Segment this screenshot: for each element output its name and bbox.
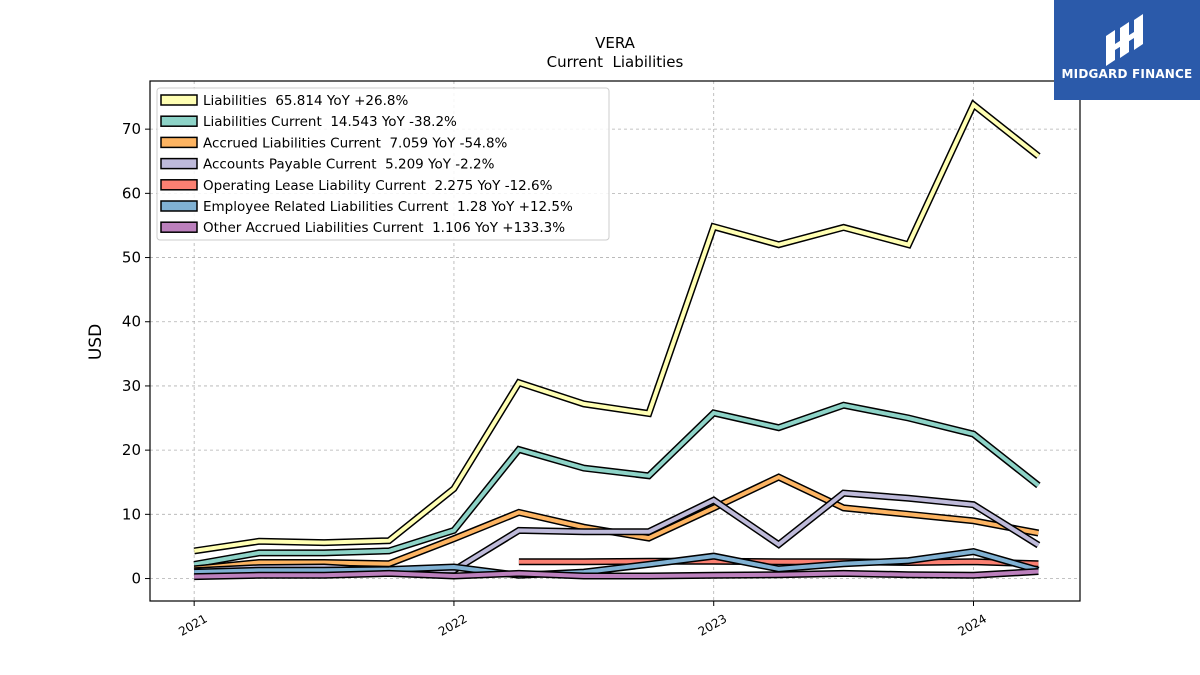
legend-label: Accounts Payable Current 5.209 YoY -2.2% xyxy=(203,157,495,173)
y-tick-label: 40 xyxy=(122,313,141,331)
legend-label: Liabilities Current 14.543 YoY -38.2% xyxy=(203,114,457,130)
y-tick-label: 20 xyxy=(122,441,141,459)
legend-swatch xyxy=(160,221,198,233)
midgard-logo-icon xyxy=(1106,14,1143,66)
chart-subtitle: Current Liabilities xyxy=(547,53,684,71)
legend-swatch xyxy=(160,136,198,149)
legend-swatch xyxy=(160,157,198,170)
series-stroke xyxy=(194,549,1039,578)
y-tick-label: 0 xyxy=(131,570,141,588)
series-line-0 xyxy=(193,99,1041,555)
legend-swatch xyxy=(160,115,198,127)
x-tick-label: 2023 xyxy=(696,611,729,638)
chart-title: VERA xyxy=(595,34,636,52)
series-line-4 xyxy=(518,557,1039,568)
series-stroke xyxy=(194,569,1039,579)
plot-frame xyxy=(149,80,1081,602)
x-tick-label: 2024 xyxy=(956,611,989,638)
y-tick-label: 30 xyxy=(122,377,141,395)
series-stroke xyxy=(193,101,1040,553)
brand-name: MIDGARD FINANCE xyxy=(1061,67,1193,81)
legend-swatch xyxy=(160,94,198,106)
legend-swatch xyxy=(160,200,198,212)
x-tick-label: 2022 xyxy=(436,611,469,638)
series-line-6 xyxy=(194,568,1039,581)
legend-label: Employee Related Liabilities Current 1.2… xyxy=(203,199,573,215)
legend-swatch xyxy=(160,179,198,191)
legend-label: Operating Lease Liability Current 2.275 … xyxy=(203,178,553,194)
brand-logo: MIDGARD FINANCE xyxy=(1054,0,1200,100)
legend-label: Liabilities 65.814 YoY +26.8% xyxy=(203,93,408,109)
legend-label: Accrued Liabilities Current 7.059 YoY -5… xyxy=(203,135,508,151)
y-tick-label: 10 xyxy=(122,505,141,523)
legend-box xyxy=(156,87,610,241)
x-tick-label: 2021 xyxy=(176,611,209,638)
legend-label: Other Accrued Liabilities Current 1.106 … xyxy=(203,220,565,236)
y-axis-label: USD xyxy=(86,324,106,360)
series-line-1 xyxy=(193,401,1041,568)
y-tick-label: 60 xyxy=(122,184,141,202)
y-tick-label: 50 xyxy=(122,249,141,267)
series-line-5 xyxy=(194,548,1040,579)
series-stroke xyxy=(518,559,1039,566)
series-stroke xyxy=(193,403,1040,567)
y-tick-label: 70 xyxy=(122,120,141,138)
